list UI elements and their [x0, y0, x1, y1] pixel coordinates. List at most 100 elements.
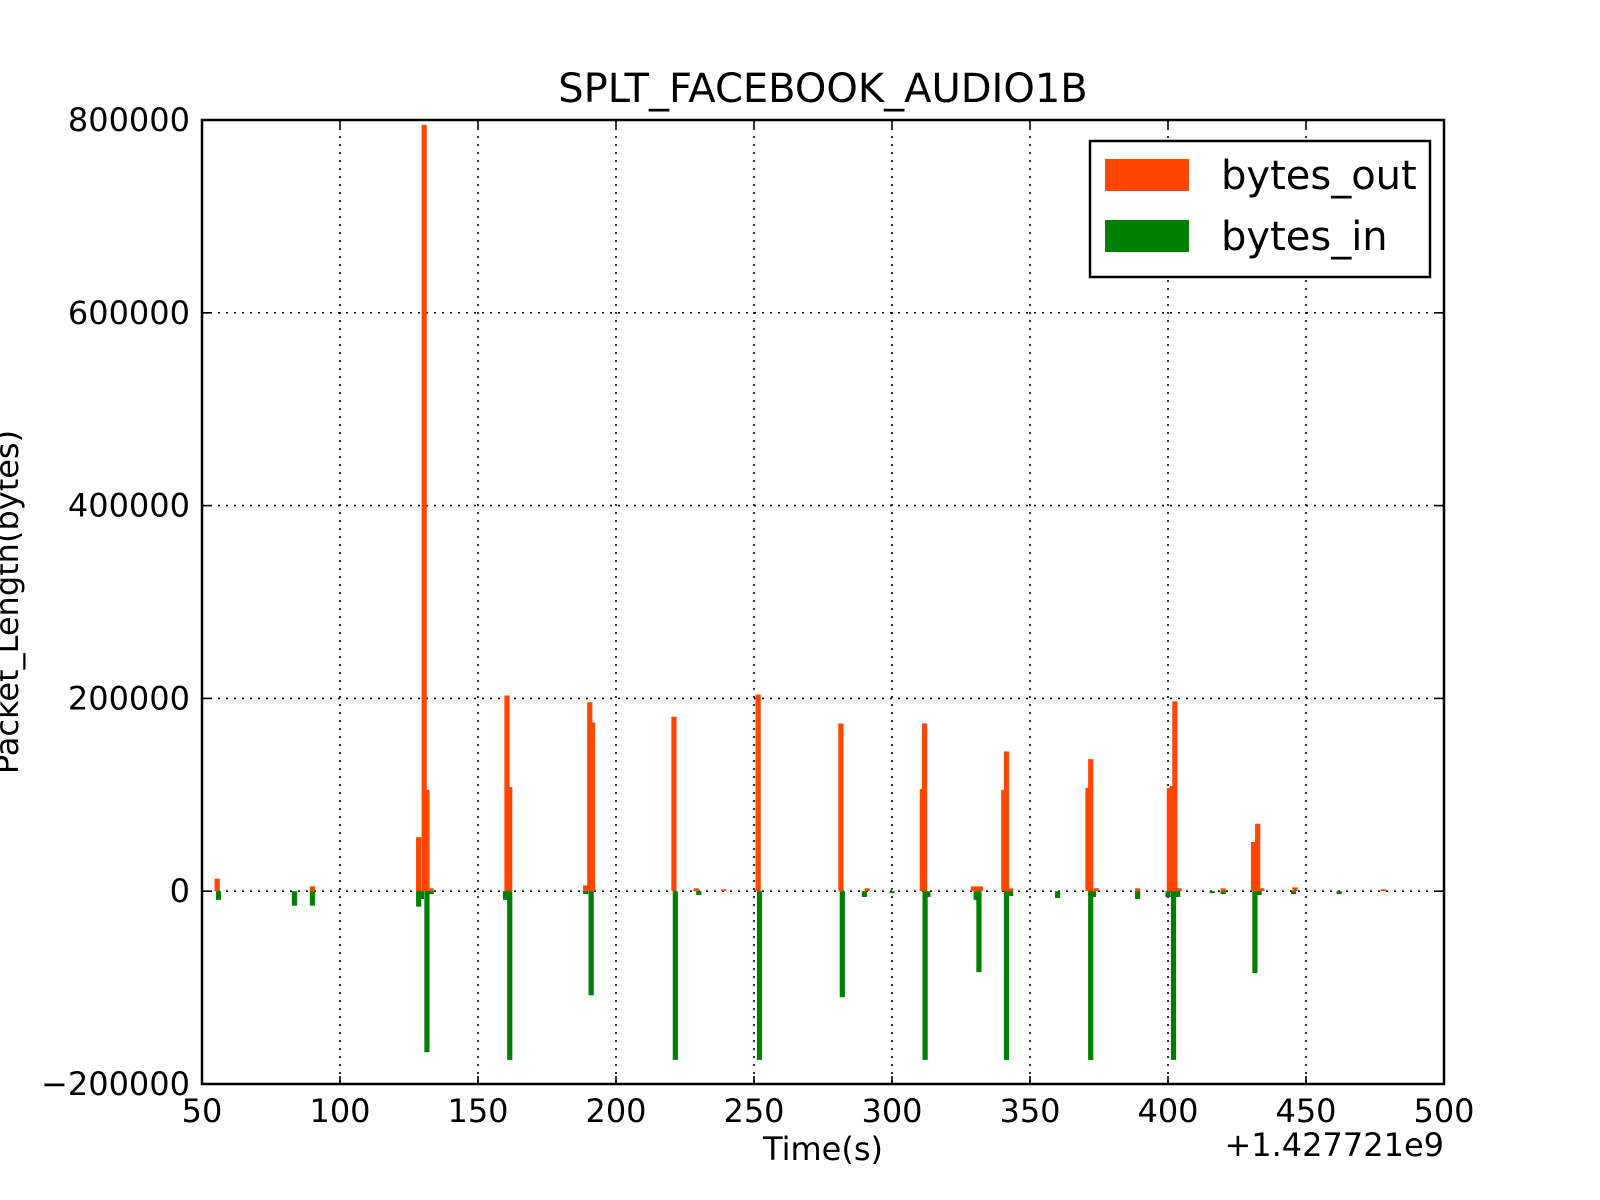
bar-bytes-in: [839, 891, 845, 998]
bar-bytes-in: [973, 891, 979, 900]
bar-bytes-out: [1250, 842, 1257, 892]
bar-bytes-out: [671, 716, 677, 892]
legend-label-bytes-in: bytes_in: [1221, 214, 1388, 260]
bar-bytes-in: [1055, 891, 1061, 898]
bar-bytes-in: [976, 891, 982, 973]
bar-bytes-out: [838, 723, 844, 892]
x-axis-label: Time(s): [762, 1130, 883, 1168]
bar-bytes-out: [421, 124, 427, 892]
bar-bytes-in: [1088, 891, 1094, 1060]
y-tick-label: 600000: [68, 294, 190, 332]
bar-bytes-in: [583, 891, 589, 895]
bar-bytes-in: [1175, 891, 1181, 897]
bar-bytes-in: [1290, 891, 1297, 895]
bar-bytes-out: [1172, 701, 1178, 892]
bar-bytes-in: [1170, 891, 1177, 1060]
bar-bytes-in: [1135, 891, 1141, 899]
legend: bytes_out bytes_in: [1088, 139, 1432, 279]
chart-title: SPLT_FACEBOOK_AUDIO1B: [558, 66, 1087, 112]
bar-bytes-in: [922, 891, 928, 1060]
bar-bytes-out: [1135, 888, 1141, 892]
legend-label-bytes-out: bytes_out: [1221, 153, 1417, 199]
bar-bytes-in: [416, 891, 422, 907]
bar-bytes-out: [583, 885, 589, 892]
bar-bytes-out: [864, 888, 870, 892]
bar-bytes-out: [507, 787, 513, 892]
bar-bytes-out: [721, 889, 727, 892]
bar-bytes-in: [861, 891, 867, 897]
plot-frame: [200, 118, 1446, 1086]
bar-bytes-in: [503, 891, 509, 900]
bar-bytes-out: [214, 878, 220, 892]
bar-bytes-out: [589, 722, 596, 892]
bar-bytes-out: [1093, 888, 1099, 892]
bar-bytes-in: [215, 891, 222, 900]
bar-bytes-out: [755, 694, 761, 892]
ticks: 50 100 150 200 250 300 350 400 450 500 −200000 0 200…: [41, 101, 1475, 1130]
bar-bytes-out: [1008, 888, 1014, 892]
bars: [214, 124, 1386, 1060]
bar-bytes-in: [756, 891, 763, 1060]
bar-bytes-in: [1256, 891, 1262, 896]
bar-bytes-in: [1090, 891, 1097, 897]
bar-bytes-out: [1176, 888, 1182, 892]
bar-bytes-out: [309, 886, 315, 892]
bar-bytes-out: [1255, 823, 1261, 892]
x-tick-label: 50: [182, 1092, 223, 1130]
bar-bytes-out: [424, 789, 430, 892]
bar-bytes-in: [925, 891, 931, 897]
y-tick-label: 200000: [68, 679, 190, 717]
bar-bytes-out: [921, 723, 928, 892]
bar-bytes-in: [696, 891, 702, 896]
bar-bytes-in: [1336, 891, 1342, 895]
bar-bytes-out: [977, 886, 983, 892]
bar-bytes-out: [974, 886, 981, 892]
x-tick-label: 250: [723, 1092, 784, 1130]
bar-bytes-out: [1169, 786, 1175, 892]
bar-bytes-in: [889, 891, 895, 894]
x-tick-label: 400: [1137, 1092, 1198, 1130]
bar-bytes-out: [1001, 789, 1007, 892]
bar-bytes-out: [416, 837, 422, 892]
bar-bytes-out: [970, 886, 977, 892]
bar-bytes-out: [1220, 888, 1226, 892]
bar-bytes-out: [504, 695, 510, 892]
bar-bytes-in: [428, 891, 434, 895]
bar-bytes-in: [1008, 891, 1014, 897]
bar-bytes-out: [1088, 759, 1094, 892]
bar-bytes-in: [424, 891, 430, 1053]
bar-bytes-in: [1209, 891, 1215, 894]
bar-bytes-out: [1259, 888, 1265, 892]
x-tick-label: 300: [861, 1092, 922, 1130]
bar-bytes-in: [507, 891, 513, 1060]
bar-bytes-in: [309, 891, 315, 906]
y-tick-label: −200000: [41, 1065, 190, 1103]
x-tick-label: 450: [1275, 1092, 1336, 1130]
y-axis-label: Packet_Length(bytes): [0, 430, 26, 774]
bar-bytes-out: [1166, 788, 1172, 892]
y-tick-label: 400000: [68, 487, 190, 525]
x-axis-offset-label: +1.427721e9: [1224, 1126, 1444, 1164]
x-tick-label: 150: [447, 1092, 508, 1130]
bar-bytes-in: [291, 891, 298, 906]
bar-bytes-out: [1380, 889, 1386, 892]
bar-bytes-in: [1003, 891, 1010, 1060]
x-tick-label: 350: [999, 1092, 1060, 1130]
y-tick-label: 0: [170, 872, 190, 910]
x-tick-label: 500: [1413, 1092, 1474, 1130]
legend-swatch-bytes-out: [1105, 159, 1189, 191]
bar-bytes-out: [1003, 751, 1010, 892]
bar-bytes-in: [1165, 891, 1171, 897]
bar-bytes-in: [418, 891, 425, 899]
bar-bytes-out: [587, 702, 593, 892]
x-tick-label: 200: [585, 1092, 646, 1130]
bar-bytes-out: [1292, 887, 1298, 892]
bar-bytes-out: [1085, 788, 1091, 892]
y-tick-label: 800000: [68, 101, 190, 139]
legend-swatch-bytes-in: [1105, 220, 1189, 252]
x-tick-label: 100: [309, 1092, 370, 1130]
bar-bytes-in: [1220, 891, 1226, 895]
bar-bytes-out: [693, 888, 699, 892]
bar-bytes-in: [672, 891, 678, 1060]
